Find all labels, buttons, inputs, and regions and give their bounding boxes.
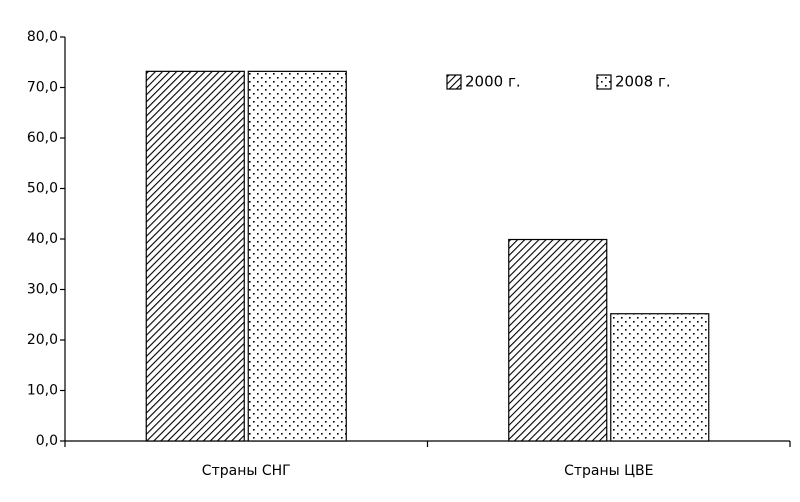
bar: [508, 238, 608, 442]
bar: [610, 313, 710, 442]
x-tick-label: Страны СНГ: [202, 463, 291, 479]
y-tick-label: 70,0: [27, 80, 58, 96]
y-tick-label: 40,0: [27, 231, 58, 247]
y-tick-label: 10,0: [27, 383, 58, 399]
y-tick-label: 50,0: [27, 181, 58, 197]
y-tick-label: 80,0: [27, 29, 58, 45]
y-tick-label: 20,0: [27, 332, 58, 348]
y-tick-label: 0,0: [36, 433, 58, 449]
y-tick-label: 60,0: [27, 130, 58, 146]
x-tick-label: Страны ЦВЕ: [564, 463, 653, 479]
legend-label: 2000 г.: [465, 73, 521, 91]
legend-label: 2008 г.: [615, 73, 671, 91]
y-tick-label: 30,0: [27, 282, 58, 298]
bar: [145, 70, 245, 442]
legend-swatch: [446, 74, 462, 90]
legend-swatch: [596, 74, 612, 90]
bar: [247, 70, 347, 442]
